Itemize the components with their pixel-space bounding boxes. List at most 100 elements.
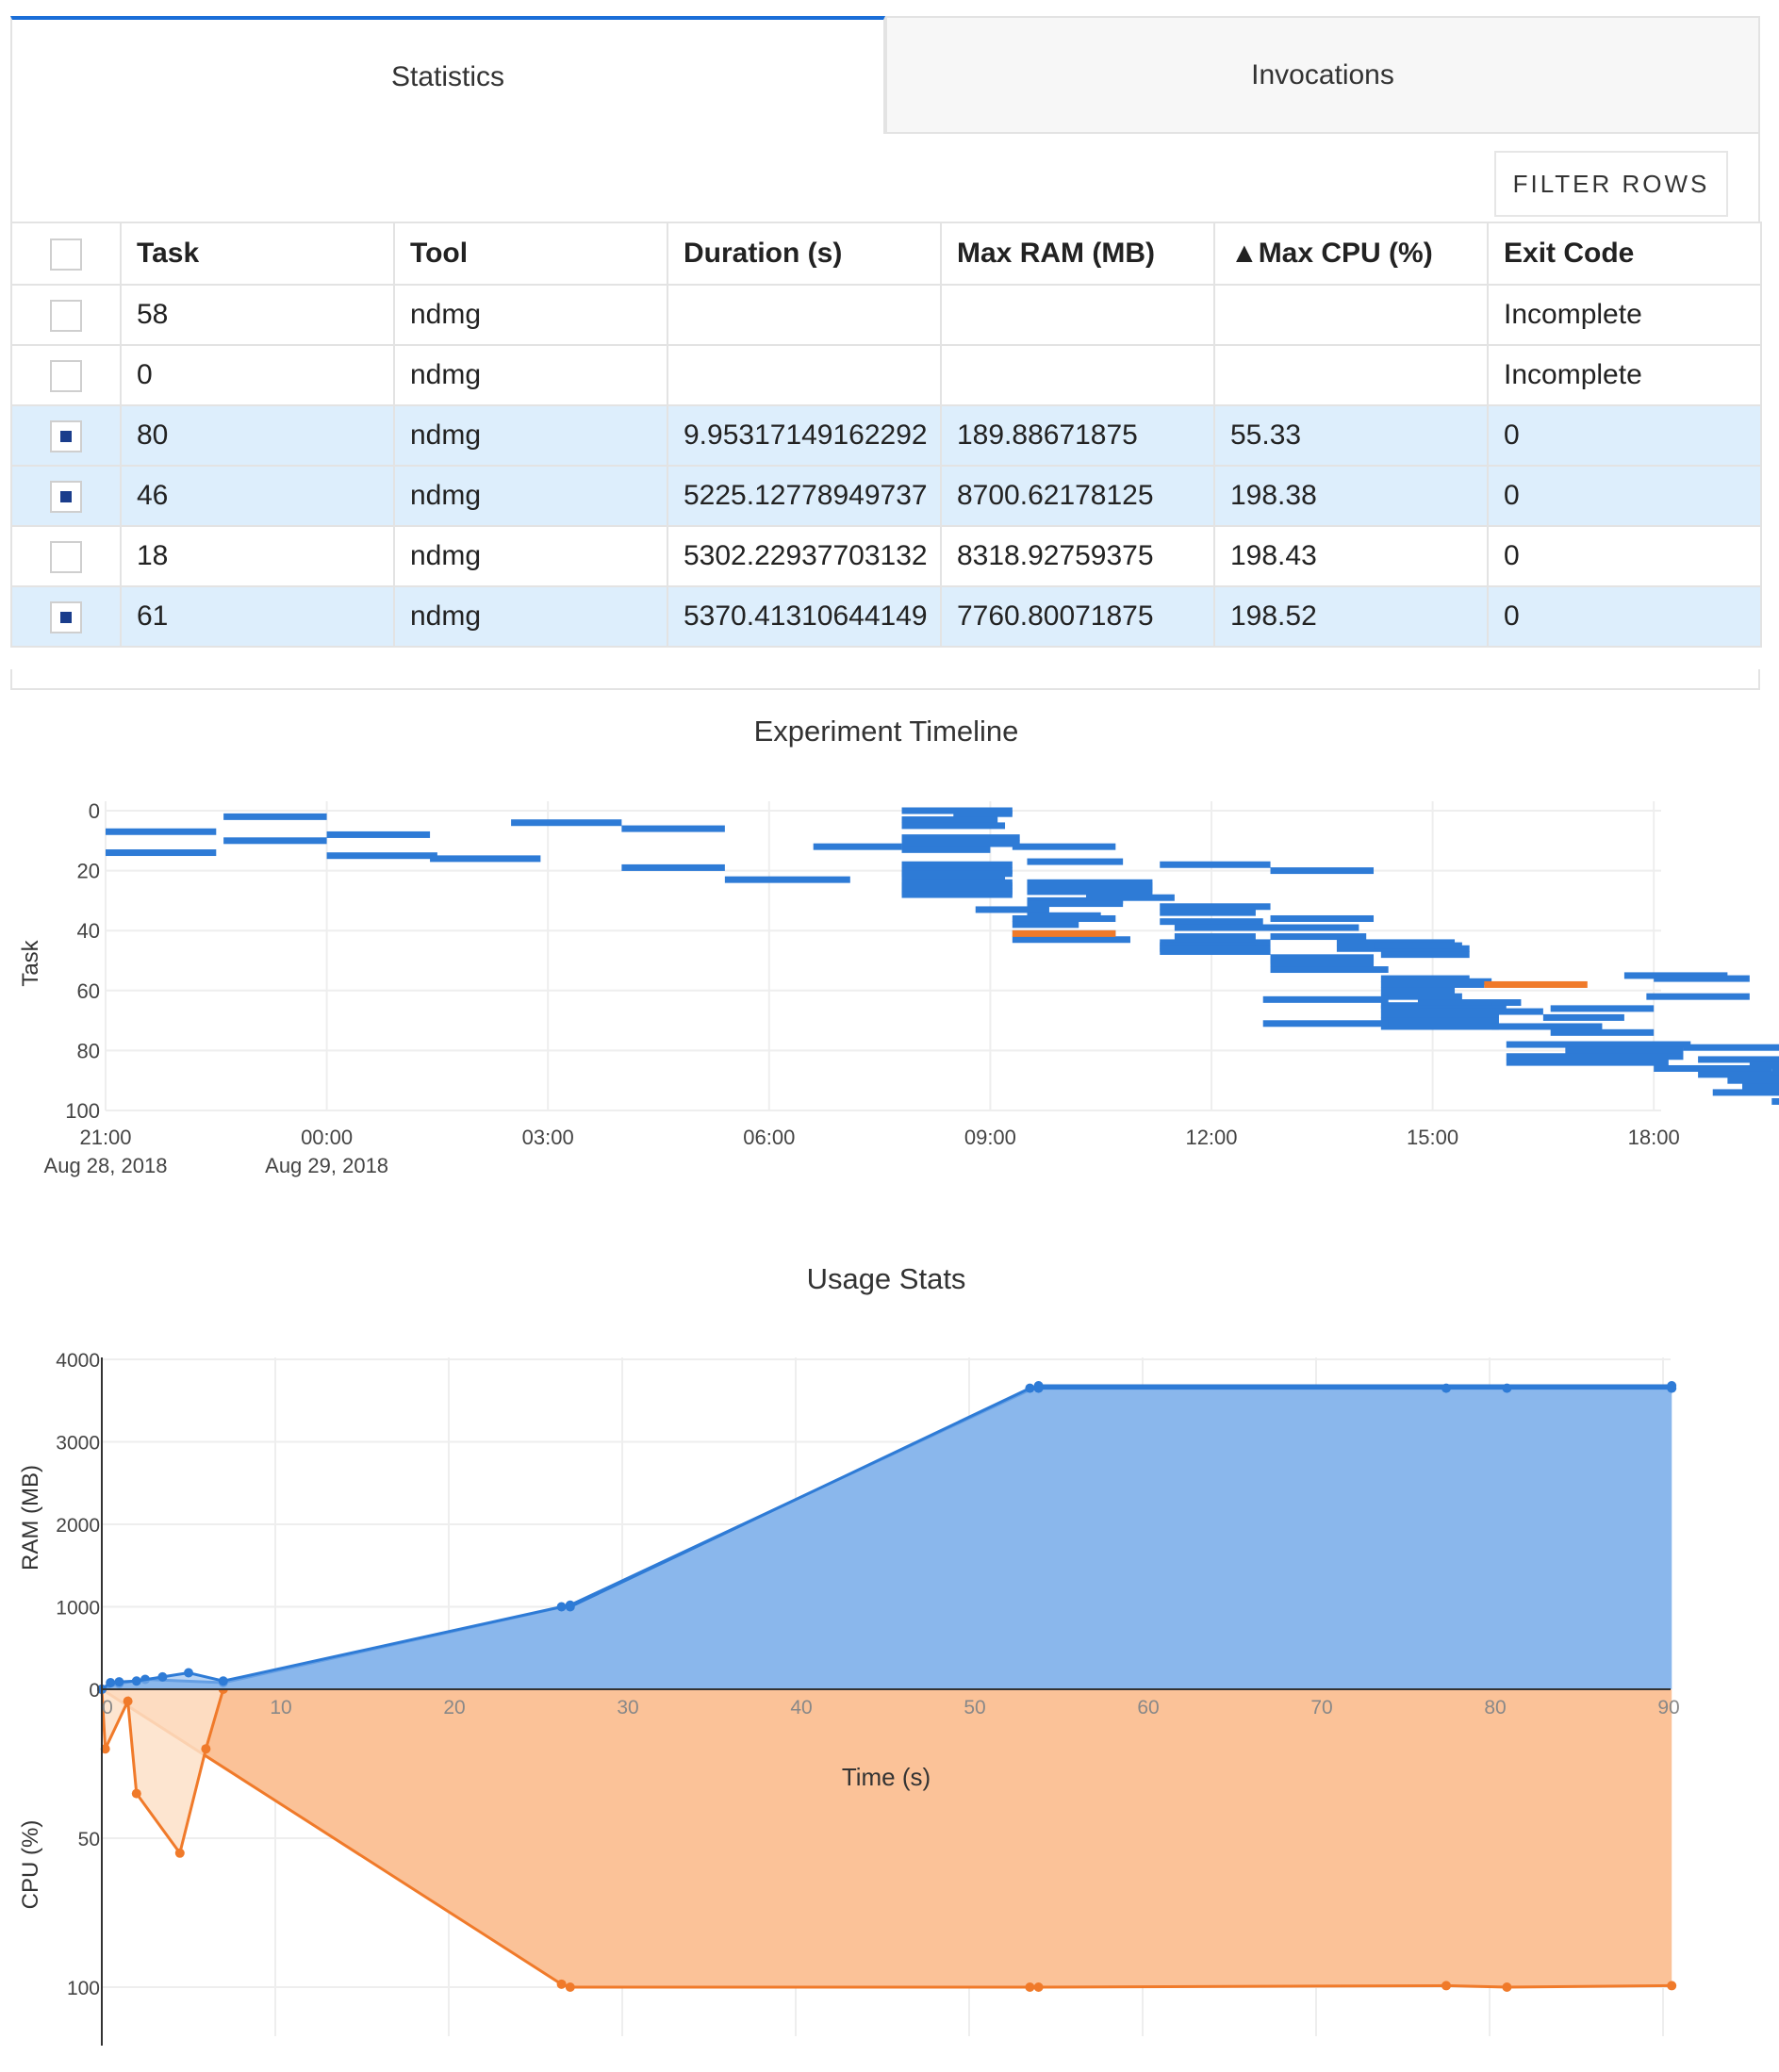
timeline-task-bar[interactable] [1270, 966, 1389, 974]
row-checkbox[interactable] [50, 540, 82, 573]
timeline-task-bar[interactable] [1270, 933, 1367, 941]
timeline-task-bar[interactable] [813, 843, 902, 850]
cpu-series-1-point[interactable] [201, 1744, 211, 1754]
timeline-task-bar[interactable] [901, 816, 998, 824]
timeline-task-bar[interactable] [1160, 918, 1263, 926]
cpu-series-1-point[interactable] [100, 1744, 110, 1754]
ram-series-1-point[interactable] [184, 1668, 193, 1678]
timeline-task-bar[interactable] [1506, 1041, 1691, 1048]
timeline-task-bar[interactable] [511, 819, 622, 827]
timeline-task-bar[interactable] [223, 837, 327, 845]
select-all-checkbox[interactable] [50, 238, 82, 271]
column-header-tool[interactable]: Tool [393, 222, 668, 286]
timeline-task-bar[interactable] [1012, 843, 1116, 850]
filter-rows-button[interactable]: FILTER ROWS [1494, 151, 1728, 217]
cpu-series-1-point[interactable] [131, 1788, 141, 1799]
timeline-task-bar[interactable] [1646, 993, 1750, 1000]
timeline-task-bar[interactable] [1012, 921, 1079, 929]
table-row[interactable]: 18 ndmg 5302.22937703132 8318.92759375 198.4… [10, 525, 1762, 587]
timeline-task-bar[interactable] [1491, 1023, 1603, 1030]
timeline-task-bar-highlighted[interactable] [1012, 929, 1116, 937]
row-checkbox-cell[interactable] [10, 465, 122, 527]
timeline-task-bar[interactable] [1550, 1028, 1655, 1036]
ram-series-1-point[interactable] [1667, 1383, 1677, 1393]
ram-series-1-point[interactable] [157, 1671, 168, 1682]
timeline-task-bar[interactable] [953, 810, 1013, 817]
timeline-task-bar[interactable] [1160, 947, 1271, 955]
timeline-task-bar[interactable] [1270, 960, 1375, 967]
row-checkbox-cell[interactable] [10, 404, 122, 467]
timeline-task-bar[interactable] [901, 846, 991, 853]
row-checkbox[interactable] [50, 359, 82, 392]
ram-series-1-point[interactable] [1502, 1383, 1512, 1393]
cpu-series-2-point[interactable] [556, 1979, 567, 1989]
timeline-task-bar[interactable] [1654, 975, 1750, 982]
timeline-task-bar[interactable] [326, 852, 437, 860]
timeline-task-bar[interactable] [1174, 933, 1256, 941]
ram-series-1-point[interactable] [1033, 1383, 1044, 1393]
ram-series-1-point[interactable] [131, 1676, 141, 1686]
timeline-task-bar[interactable] [326, 830, 431, 838]
timeline-task-bar[interactable] [901, 840, 1020, 847]
timeline-task-bar[interactable] [1380, 987, 1456, 995]
timeline-task-bar[interactable] [1270, 914, 1375, 922]
row-checkbox[interactable] [50, 600, 82, 633]
timeline-task-bar[interactable] [1262, 1020, 1389, 1028]
timeline-task-bar[interactable] [1506, 1059, 1669, 1066]
timeline-task-bar[interactable] [1174, 924, 1278, 931]
ram-series-1-point[interactable] [218, 1676, 228, 1686]
timeline-task-bar[interactable] [901, 861, 1013, 868]
ram-series-1-point[interactable] [106, 1678, 116, 1687]
timeline-task-bar[interactable] [1012, 914, 1116, 922]
cpu-series-2-point[interactable] [565, 1982, 575, 1992]
timeline-task-bar[interactable] [1160, 909, 1256, 916]
timeline-task-bar[interactable] [901, 891, 1013, 898]
timeline-task-bar[interactable] [1086, 894, 1175, 901]
timeline-task-bar[interactable] [1374, 942, 1462, 949]
timeline-task-bar[interactable] [1565, 1046, 1684, 1054]
table-row[interactable]: 80 ndmg 9.95317149162292 189.88671875 55.33 0 [10, 404, 1762, 467]
timeline-task-bar[interactable] [1160, 903, 1271, 911]
timeline-task-bar[interactable] [1270, 924, 1359, 931]
timeline-task-bar[interactable] [1027, 858, 1124, 865]
timeline-task-bar[interactable] [621, 863, 725, 871]
column-header-max-cpu[interactable]: ▲Max CPU (%) [1213, 222, 1489, 286]
timeline-task-bar[interactable] [1012, 936, 1130, 944]
timeline-task-bar[interactable] [1417, 978, 1492, 985]
timeline-task-bar[interactable] [1160, 861, 1271, 868]
column-header-exit-code[interactable]: Exit Code [1487, 222, 1762, 286]
row-checkbox[interactable] [50, 480, 82, 513]
row-checkbox[interactable] [50, 299, 82, 332]
column-header-task[interactable]: Task [120, 222, 395, 286]
timeline-task-bar[interactable] [1542, 1013, 1624, 1021]
timeline-task-bar[interactable] [1683, 1044, 1779, 1051]
timeline-task-bar[interactable] [901, 834, 1020, 842]
ram-series-1-point[interactable] [1441, 1383, 1451, 1393]
timeline-task-bar[interactable] [106, 828, 217, 835]
timeline-task-bar[interactable] [1027, 900, 1124, 908]
timeline-task-bar[interactable] [1712, 1089, 1779, 1096]
timeline-task-bar[interactable] [1506, 1053, 1684, 1061]
column-header-max-ram[interactable]: Max RAM (MB) [940, 222, 1215, 286]
timeline-task-bar[interactable] [1698, 1071, 1779, 1078]
timeline-task-bar[interactable] [1262, 995, 1389, 1003]
timeline-task-bar[interactable] [1698, 1056, 1779, 1063]
timeline-task-bar[interactable] [901, 822, 1006, 830]
row-checkbox-cell[interactable] [10, 284, 122, 346]
select-all-checkbox-cell[interactable] [10, 222, 122, 286]
cpu-series-2-point[interactable] [1502, 1982, 1512, 1992]
timeline-task-bar[interactable] [1727, 1077, 1779, 1084]
timeline-task-bar[interactable] [430, 855, 541, 863]
timeline-task-bar[interactable] [1027, 888, 1153, 896]
timeline-task-bar[interactable] [106, 849, 217, 857]
timeline-task-bar[interactable] [1270, 867, 1375, 875]
cpu-series-2-point[interactable] [1667, 1981, 1677, 1991]
cpu-series-1-point[interactable] [123, 1696, 133, 1706]
timeline-task-bar[interactable] [1742, 1083, 1779, 1091]
ram-series-1-point[interactable] [1025, 1383, 1035, 1393]
timeline-task-bar[interactable] [1771, 1097, 1779, 1105]
cpu-series-2-point[interactable] [1025, 1982, 1035, 1992]
ram-series-1-point[interactable] [556, 1602, 567, 1612]
tab-invocations[interactable]: Invocations [885, 16, 1760, 134]
cpu-series-2-point[interactable] [1033, 1982, 1044, 1992]
